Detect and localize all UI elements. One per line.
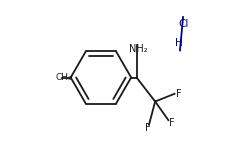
Text: H: H	[175, 38, 182, 48]
Text: Cl: Cl	[178, 19, 188, 29]
Text: F: F	[176, 89, 181, 99]
Text: F: F	[168, 118, 174, 128]
Text: CH₃: CH₃	[55, 73, 72, 82]
Text: NH₂: NH₂	[128, 44, 147, 54]
Text: F: F	[144, 123, 150, 133]
